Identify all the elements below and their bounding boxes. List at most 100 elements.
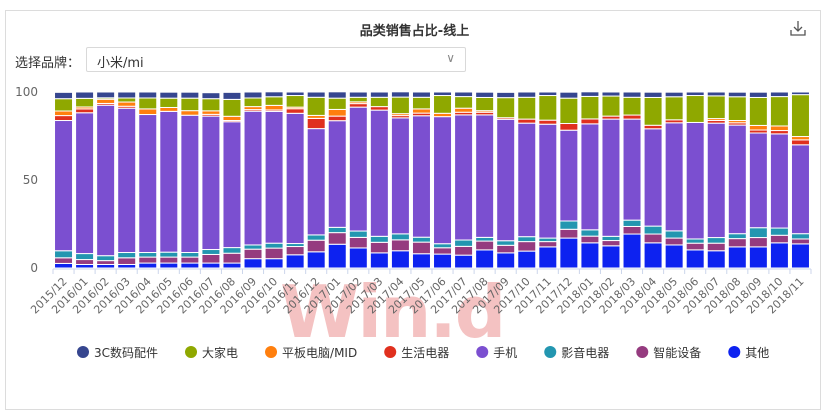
bar-segment [75,108,95,114]
bar-segment [54,98,74,112]
bar-segment [348,91,368,98]
legend-item[interactable]: 手机 [493,346,517,360]
bar-segment [180,262,200,269]
bar-segment [222,262,242,269]
bar-segment [138,252,158,258]
bar-segment [117,263,137,269]
bar-segment [622,96,642,116]
bar-segment [727,96,747,122]
bar-segment [348,106,368,232]
bar-segment [601,240,621,247]
bar-segment [117,101,137,107]
bar-segment [580,118,600,125]
bar-segment [390,96,410,115]
bar-segment [475,249,495,269]
legend-item[interactable]: 3C数码配件 [94,345,158,360]
bar-segment [264,104,284,111]
bar-segment [411,91,431,98]
legend-marker [77,346,89,358]
legend-item[interactable]: 智能设备 [653,345,701,360]
bar-segment [285,108,305,114]
bar-segment [75,97,95,108]
bar-segment [706,250,726,269]
bar-segment [327,91,347,99]
bar-segment [790,233,810,240]
bar-segment [559,220,579,230]
bar-segment [138,256,158,264]
bar-segment [390,117,410,235]
bar-segment [369,109,389,237]
legend-item[interactable]: 平板电脑/MID [282,346,357,360]
bar-segment [411,108,431,114]
bar-segment [222,91,242,100]
bar-segment [790,136,810,141]
bar-segment [285,246,305,256]
bar-segment [475,96,495,112]
bar-segment [748,227,768,239]
bar-segment [243,97,263,108]
bar-segment [117,252,137,259]
bar-segment [496,240,516,246]
bar-segment [454,91,474,98]
bar-segment [601,95,621,117]
bar-segment [769,96,789,127]
bar-segment [517,122,537,238]
bar-segment [201,262,221,269]
bar-segment [75,112,95,255]
bar-segment [538,119,558,125]
legend-item[interactable]: 生活电器 [401,346,449,360]
bar-segment [75,259,95,265]
bar-segment [538,95,558,121]
bar-segment [433,116,453,245]
download-button[interactable] [788,18,808,38]
bar-segment [222,121,242,249]
bar-segment [790,238,810,245]
bar-segment [222,115,242,122]
bar-segment [327,115,347,122]
legend-item[interactable]: 影音电器 [561,345,609,360]
bar-segment [117,107,137,254]
bar-segment [306,96,326,116]
legend-item[interactable]: 其他 [745,346,769,360]
bar-segment [369,235,389,243]
bar-segment [138,91,158,99]
bar-segment [327,120,347,228]
bar-segment [727,246,747,269]
legend-marker [728,346,741,358]
bar-segment [748,246,768,269]
brand-select[interactable]: 小米/mi ∨ [86,47,466,72]
bar-segment [790,139,810,146]
bar-segment [748,237,768,248]
bar-segment [369,252,389,269]
bar-segment [138,97,158,110]
bar-segment [769,234,789,244]
bar-segment [685,95,705,123]
bar-segment [306,117,326,130]
bar-segment [285,91,305,97]
bar-segment [664,122,684,232]
bar-segment [769,242,789,269]
bar-segment [54,262,74,269]
bar-segment [685,249,705,269]
bar-segment [622,114,642,120]
bar-segment [243,244,263,250]
bar-segment [96,91,116,99]
bar-segment [538,241,558,248]
bar-segment [580,95,600,120]
bar-segment [433,112,453,118]
legend-item[interactable]: 大家电 [202,345,238,360]
bar-segment [180,97,200,112]
bar-segment [769,133,789,229]
legend-marker [636,346,649,358]
bar-segment [496,252,516,269]
bar-segment [54,250,74,259]
bar-segment [96,98,116,104]
bar-segment [201,98,221,112]
bar-segment [496,97,516,119]
bar-segment [454,96,474,109]
bar-segment [243,110,263,246]
bar-segment [748,96,768,126]
y-tick-label: 50 [23,173,38,187]
bar-segment [75,91,95,99]
bar-segment [348,96,368,103]
